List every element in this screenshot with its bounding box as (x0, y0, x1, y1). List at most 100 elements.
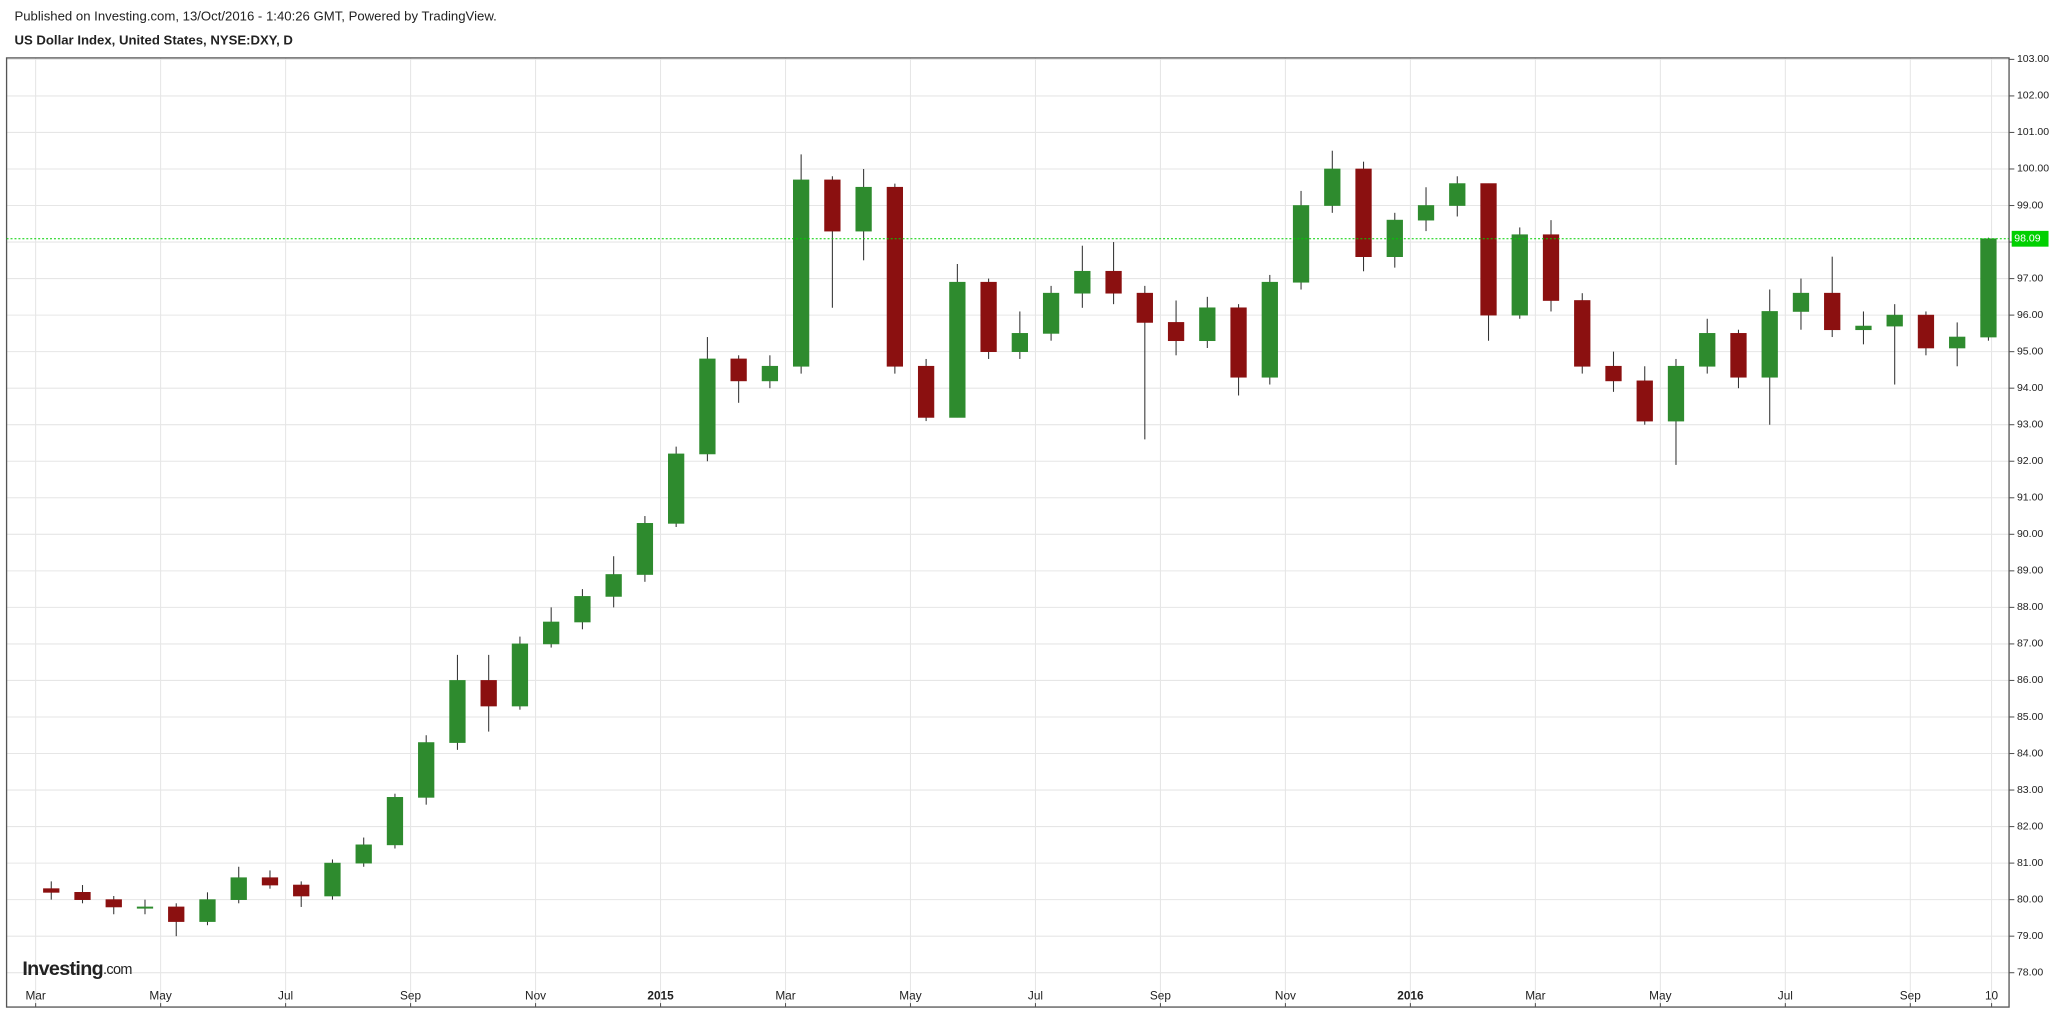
y-tick-label: 89.00 (2017, 565, 2043, 577)
y-tick-label: 99.00 (2017, 199, 2043, 211)
logo-name: Investing (22, 958, 103, 980)
y-tick-label: 100.00 (2017, 163, 2049, 175)
logo-suffix: .com (103, 962, 132, 978)
chart-subtitle: Published on Investing.com, 13/Oct/2016 … (14, 9, 496, 24)
candle-body (699, 358, 716, 455)
candle-body (1074, 270, 1091, 294)
x-tick-label: Mar (1525, 989, 1545, 1003)
candle-body (1167, 322, 1185, 342)
y-tick-label: 87.00 (2017, 638, 2043, 650)
y-tick-label: 85.00 (2017, 711, 2043, 723)
candle-body (293, 884, 310, 897)
candle-body (1105, 270, 1122, 294)
candle-body (105, 899, 122, 908)
y-tick-label: 91.00 (2017, 492, 2043, 504)
y-tick-label: 84.00 (2017, 747, 2043, 759)
y-tick-label: 95.00 (2017, 345, 2043, 357)
candle-body (1480, 183, 1497, 316)
x-tick-label: Sep (1900, 989, 1921, 1003)
x-tick-label: May (1649, 989, 1671, 1003)
candle-body (1042, 292, 1060, 334)
candle-body (1824, 292, 1841, 331)
candle-body (1949, 336, 1966, 349)
candle-body (230, 877, 247, 900)
x-tick-label: Sep (400, 989, 421, 1003)
candle-body (386, 797, 404, 846)
y-tick-label: 94.00 (2017, 382, 2043, 394)
x-tick-label: Nov (1275, 989, 1296, 1003)
candle-body (792, 179, 810, 367)
candle-body (543, 621, 560, 645)
candle-body (917, 365, 935, 418)
candle-body (1667, 365, 1685, 422)
candle-body (1417, 205, 1435, 221)
x-tick-label: May (149, 989, 171, 1003)
candle-body (1511, 234, 1528, 316)
y-tick-label: 93.00 (2017, 418, 2043, 430)
y-tick-label: 103.00 (2017, 53, 2049, 65)
y-tick-label: 88.00 (2017, 601, 2043, 613)
y-tick-label: 83.00 (2017, 784, 2043, 796)
candle-body (199, 899, 216, 922)
y-tick-label: 101.00 (2017, 126, 2049, 138)
candle-body (1980, 238, 1997, 338)
y-tick-label: 90.00 (2017, 528, 2043, 540)
candle-body (1449, 183, 1466, 206)
candle-body (1136, 292, 1153, 323)
logo: Investing.com (22, 958, 132, 980)
y-tick-label: 79.00 (2017, 930, 2043, 942)
last-price-box (2011, 230, 2049, 247)
y-tick-label: 97.00 (2017, 272, 2043, 284)
candle-body (418, 742, 435, 798)
x-tick-label: May (899, 989, 921, 1003)
candle-body (136, 906, 154, 909)
candle-body (949, 281, 966, 418)
candle-body (1011, 333, 1028, 352)
candle-body (261, 877, 279, 886)
y-tick-label: 86.00 (2017, 674, 2043, 686)
candle-body (855, 186, 872, 232)
candle-body (574, 596, 591, 623)
plot-frame (5, 57, 2010, 1008)
candle-body (355, 844, 372, 864)
candle-body (1292, 205, 1310, 283)
x-tick-label: Sep (1150, 989, 1171, 1003)
y-tick-label: 82.00 (2017, 820, 2043, 832)
candle-body (886, 186, 904, 367)
candle-body (668, 453, 685, 524)
candle-body (1761, 311, 1778, 378)
candle-body (1230, 307, 1247, 378)
x-tick-label: Jul (278, 989, 293, 1003)
grid (6, 57, 2010, 1008)
candle-body (324, 862, 341, 897)
candle-body (449, 680, 466, 743)
candle-body (168, 906, 185, 922)
candle-body (1574, 300, 1591, 367)
candle-body (636, 523, 654, 575)
candle-body (511, 643, 529, 707)
candle-body (1261, 281, 1278, 378)
candle-body (1886, 314, 1903, 327)
x-tick-label: Nov (525, 989, 546, 1003)
y-tick-label: 78.00 (2017, 966, 2043, 978)
candle-body (1324, 168, 1341, 206)
candle-body (1792, 292, 1810, 312)
x-tick-label: Jul (1778, 989, 1793, 1003)
x-tick-label: 2016 (1397, 989, 1424, 1003)
candle-body (1386, 219, 1403, 257)
x-tick-label: Mar (25, 989, 45, 1003)
candle-body (1917, 314, 1935, 349)
y-tick-label: 96.00 (2017, 309, 2043, 321)
candle-body (43, 888, 60, 893)
candle-body (1199, 307, 1216, 342)
y-tick-label: 81.00 (2017, 857, 2043, 869)
chart-title: US Dollar Index, United States, NYSE:DXY… (14, 32, 292, 47)
candle-body (1355, 168, 1372, 257)
y-tick-label: 92.00 (2017, 455, 2043, 467)
candle-body (761, 365, 779, 382)
x-tick-label: 2015 (647, 989, 674, 1003)
candle-body (980, 281, 997, 352)
